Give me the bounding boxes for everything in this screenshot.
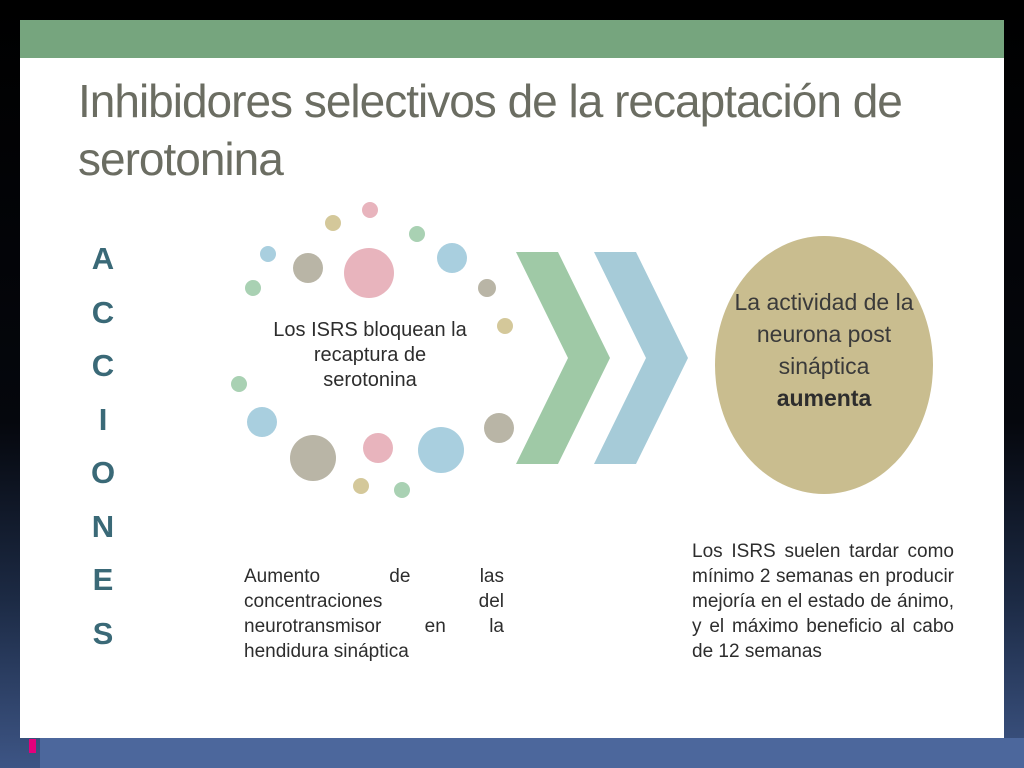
dot (290, 435, 336, 481)
dot (353, 478, 369, 494)
top-bar (20, 20, 1004, 58)
vertical-letter: O (90, 455, 116, 490)
slide-title: Inhibidores selectivos de la recaptación… (78, 75, 903, 185)
slide: Inhibidores selectivos de la recaptación… (20, 20, 1004, 738)
dot (497, 318, 513, 334)
dot (418, 427, 464, 473)
dot (478, 279, 496, 297)
chevron-arrow-blue (594, 252, 688, 464)
dot (409, 226, 425, 242)
vertical-letter: I (98, 401, 108, 437)
result-bold-word: aumenta (776, 385, 872, 411)
result-label: La actividad de la neurona post sináptic… (734, 289, 914, 379)
right-paragraph: Los ISRS suelen tardar como mínimo 2 sem… (692, 541, 954, 662)
result-circle (715, 236, 933, 494)
dot (437, 243, 467, 273)
dot (293, 253, 323, 283)
center-text: Los ISRS bloquean la recaptura de seroto… (273, 319, 467, 391)
left-paragraph: Aumento de las concentraciones del neuro… (244, 566, 504, 662)
result-text: La actividad de la neurona post sináptic… (715, 286, 933, 414)
dot (362, 202, 378, 218)
dot (344, 248, 394, 298)
chevron-arrows (516, 252, 688, 464)
dot (260, 246, 276, 262)
vertical-letter: A (91, 241, 115, 276)
dot (231, 376, 247, 392)
dot (247, 407, 277, 437)
dot (484, 413, 514, 443)
dot (245, 280, 261, 296)
dot (363, 433, 393, 463)
vertical-letter: N (91, 508, 115, 544)
chevron-arrow-green (516, 252, 610, 464)
vertical-letter: S (92, 615, 114, 651)
vertical-word-acciones: A C C I O N E S (88, 232, 118, 660)
bottom-bar (40, 738, 1024, 768)
dot (394, 482, 410, 498)
vertical-letter: C (91, 294, 115, 330)
vertical-letter: C (91, 348, 115, 383)
accent-marker (29, 739, 36, 753)
vertical-letter: E (92, 562, 114, 597)
dot (325, 215, 341, 231)
dot-ring-graphic (231, 202, 514, 498)
